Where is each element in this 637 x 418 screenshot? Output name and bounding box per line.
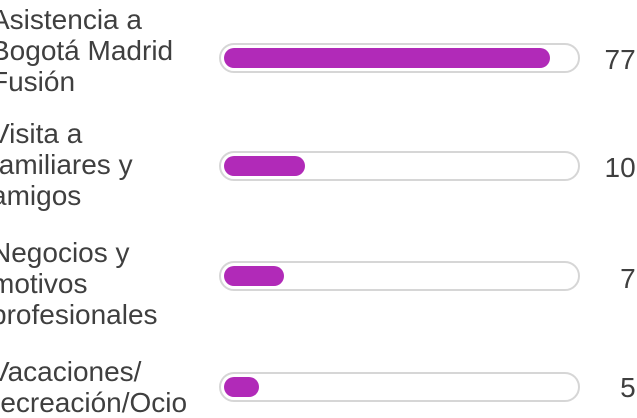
- row-label: Visita a familiares y amigos: [0, 118, 133, 211]
- row-label: Asistencia a Bogotá Madrid Fusión: [0, 4, 174, 97]
- bar-track: [219, 261, 580, 291]
- bar-fill: [224, 48, 550, 68]
- bar-track: [219, 151, 580, 181]
- row-value: 5,0: [620, 372, 637, 403]
- bar-fill: [224, 266, 284, 286]
- bar-track: [219, 43, 580, 73]
- row-label: Negocios y motivos profesionales: [0, 237, 158, 330]
- bar-track: [219, 372, 580, 402]
- row-value: 77,9: [604, 44, 637, 75]
- row-value: 10,6: [604, 152, 637, 183]
- bar-fill: [224, 377, 259, 397]
- row-value: 7,4: [620, 263, 637, 294]
- bar-fill: [224, 156, 305, 176]
- row-label: Vacaciones/ recreación/Ocio: [0, 356, 188, 418]
